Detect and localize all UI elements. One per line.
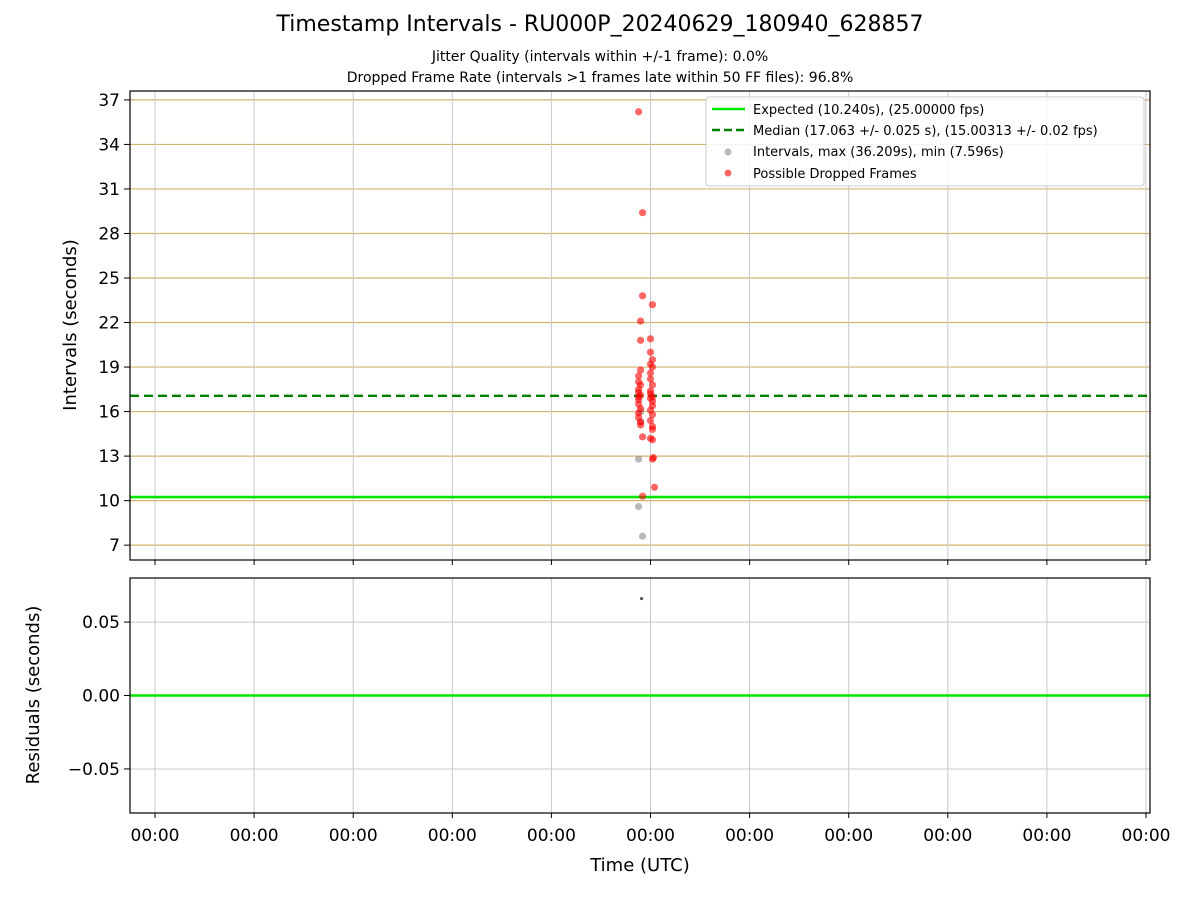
dropped-frame-point	[646, 416, 655, 425]
top-y-tick-label: 16	[98, 403, 120, 423]
dropped-frame-point	[646, 375, 655, 383]
top-y-tick-label: 10	[98, 492, 120, 512]
legend-expected-label: Expected (10.240s), (25.00000 fps)	[753, 103, 984, 118]
interval-point	[635, 502, 643, 511]
dropped-frame-point	[635, 108, 643, 116]
dropped-frame-point	[638, 433, 647, 441]
top-y-tick-label: 28	[98, 224, 120, 244]
chart-subtitle-dropped: Dropped Frame Rate (intervals >1 frames …	[346, 70, 854, 86]
dropped-frame-point	[636, 317, 645, 325]
bottom-y-tick-label: 0.05	[82, 613, 120, 633]
chart-subtitle-jitter: Jitter Quality (intervals within +/-1 fr…	[431, 49, 769, 65]
interval-point	[638, 532, 647, 540]
top-plot-ticks: 37 34 31 28 25 22 19 16 13 10 7	[98, 91, 1147, 565]
bottom-plot-points	[639, 596, 644, 601]
dropped-frame-point	[636, 336, 645, 344]
dropped-frame-point	[638, 292, 647, 300]
top-y-tick-label: 25	[98, 269, 120, 289]
x-tick-label: 00:00	[428, 826, 477, 846]
x-tick-label: 00:00	[329, 826, 378, 846]
top-y-tick-label: 34	[98, 135, 120, 155]
dropped-frame-point	[638, 492, 647, 500]
legend-intervals-swatch	[724, 148, 732, 156]
legend-box	[705, 96, 1145, 187]
x-tick-label: 00:00	[527, 826, 576, 846]
top-y-tick-label: 31	[98, 180, 120, 200]
x-tick-label: 00:00	[923, 826, 972, 846]
legend-dropped-swatch	[724, 169, 732, 177]
bottom-y-axis-label: Residuals (seconds)	[23, 606, 44, 785]
dropped-frame-point	[636, 421, 645, 429]
top-y-tick-label: 7	[109, 536, 120, 556]
legend-median-label: Median (17.063 +/- 0.025 s), (15.00313 +…	[753, 124, 1098, 139]
dropped-frame-point	[648, 363, 657, 371]
x-tick-label: 00:00	[230, 826, 279, 846]
top-y-tick-label: 37	[98, 91, 120, 111]
chart-title: Timestamp Intervals - RU000P_20240629_18…	[276, 12, 924, 37]
top-y-axis-label: Intervals (seconds)	[60, 239, 81, 411]
top-plot-frame	[129, 90, 1151, 561]
x-tick-label: 00:00	[131, 826, 180, 846]
top-plot-points	[635, 108, 659, 540]
bottom-y-tick-label: 0.00	[82, 687, 120, 707]
dropped-frame-point	[646, 335, 655, 343]
top-y-tick-label: 22	[98, 314, 120, 334]
x-tick-label: 00:00	[1122, 826, 1171, 846]
bottom-y-tick-label: −0.05	[68, 760, 120, 780]
dropped-frame-point	[635, 372, 643, 380]
dropped-frame-point	[648, 381, 657, 389]
x-tick-label: 00:00	[725, 826, 774, 846]
top-y-tick-label: 13	[98, 447, 120, 467]
dropped-frame-point	[648, 455, 657, 463]
dropped-frame-point	[646, 348, 655, 356]
x-axis-label: Time (UTC)	[589, 855, 690, 876]
dropped-frame-point	[636, 366, 645, 374]
bottom-plot-ticks: 0.05 0.00 −0.05 00:00 00:00 00:00 00:00 00:00 00…	[68, 613, 1171, 846]
legend-dropped-label: Possible Dropped Frames	[753, 167, 917, 182]
dropped-frame-point	[648, 425, 657, 433]
top-plot-legend: Expected (10.240s), (25.00000 fps) Media…	[705, 96, 1145, 187]
dropped-frame-point	[648, 436, 657, 444]
dropped-frame-point	[648, 301, 657, 309]
x-tick-label: 00:00	[824, 826, 873, 846]
dropped-frame-point	[646, 369, 655, 377]
dropped-frame-point	[650, 483, 659, 491]
residual-point	[639, 596, 644, 601]
dropped-frame-point	[638, 209, 647, 217]
x-tick-label: 00:00	[626, 826, 675, 846]
top-y-tick-label: 19	[98, 358, 120, 378]
interval-point	[635, 455, 643, 463]
legend-intervals-label: Intervals, max (36.209s), min (7.596s)	[753, 145, 1004, 160]
x-tick-label: 00:00	[1022, 826, 1071, 846]
dropped-frame-point	[648, 410, 657, 419]
